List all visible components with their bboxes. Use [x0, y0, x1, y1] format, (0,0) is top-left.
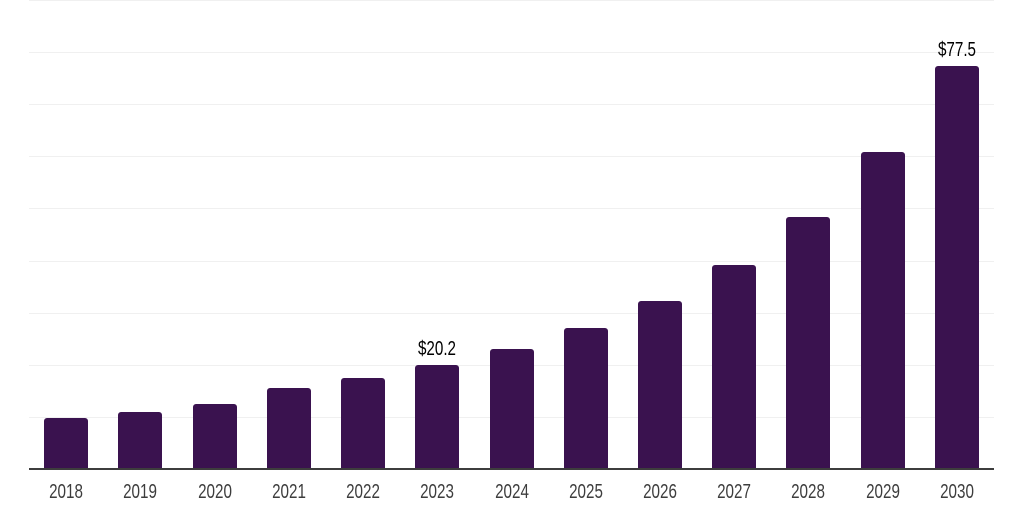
x-axis-label-2027: 2027	[717, 481, 752, 503]
x-axis-label-2023: 2023	[420, 481, 455, 503]
x-axis-label-2019: 2019	[123, 481, 158, 503]
bar-2029	[860, 152, 905, 470]
x-axis-label-2021: 2021	[271, 481, 306, 503]
x-axis-line	[29, 468, 994, 470]
data-label-2030: $77.5	[937, 39, 976, 62]
gridline	[29, 52, 994, 54]
data-label-2023: $20.2	[418, 337, 457, 360]
gridline	[29, 156, 994, 158]
bar-2020	[192, 403, 237, 470]
bar-2023	[415, 364, 460, 470]
x-axis-label-2022: 2022	[346, 481, 380, 503]
gridline	[29, 260, 994, 262]
gridline	[29, 0, 994, 1]
gridline	[29, 208, 994, 210]
gridline	[29, 312, 994, 314]
gridline	[29, 104, 994, 106]
bar-2022	[341, 378, 386, 470]
x-axis-label-2020: 2020	[197, 481, 232, 503]
bar-2018	[44, 417, 89, 470]
bar-2019	[118, 412, 163, 470]
x-axis-label-2029: 2029	[865, 481, 900, 503]
plot-area: $20.2 $77.5	[29, 0, 994, 470]
x-axis-label-2030: 2030	[939, 481, 974, 503]
x-axis-label-2018: 2018	[49, 481, 84, 503]
x-axis-label-2024: 2024	[494, 481, 529, 503]
bar-2024	[489, 349, 534, 470]
x-axis-label-2028: 2028	[791, 481, 826, 503]
bar-2028	[786, 216, 831, 470]
bar-2030	[934, 66, 979, 470]
x-axis-label-2026: 2026	[643, 481, 677, 503]
bar-2021	[266, 387, 311, 470]
bar-2026	[637, 301, 682, 470]
bar-2025	[563, 328, 608, 470]
bar-2027	[712, 265, 757, 470]
x-axis-label-2025: 2025	[568, 481, 603, 503]
